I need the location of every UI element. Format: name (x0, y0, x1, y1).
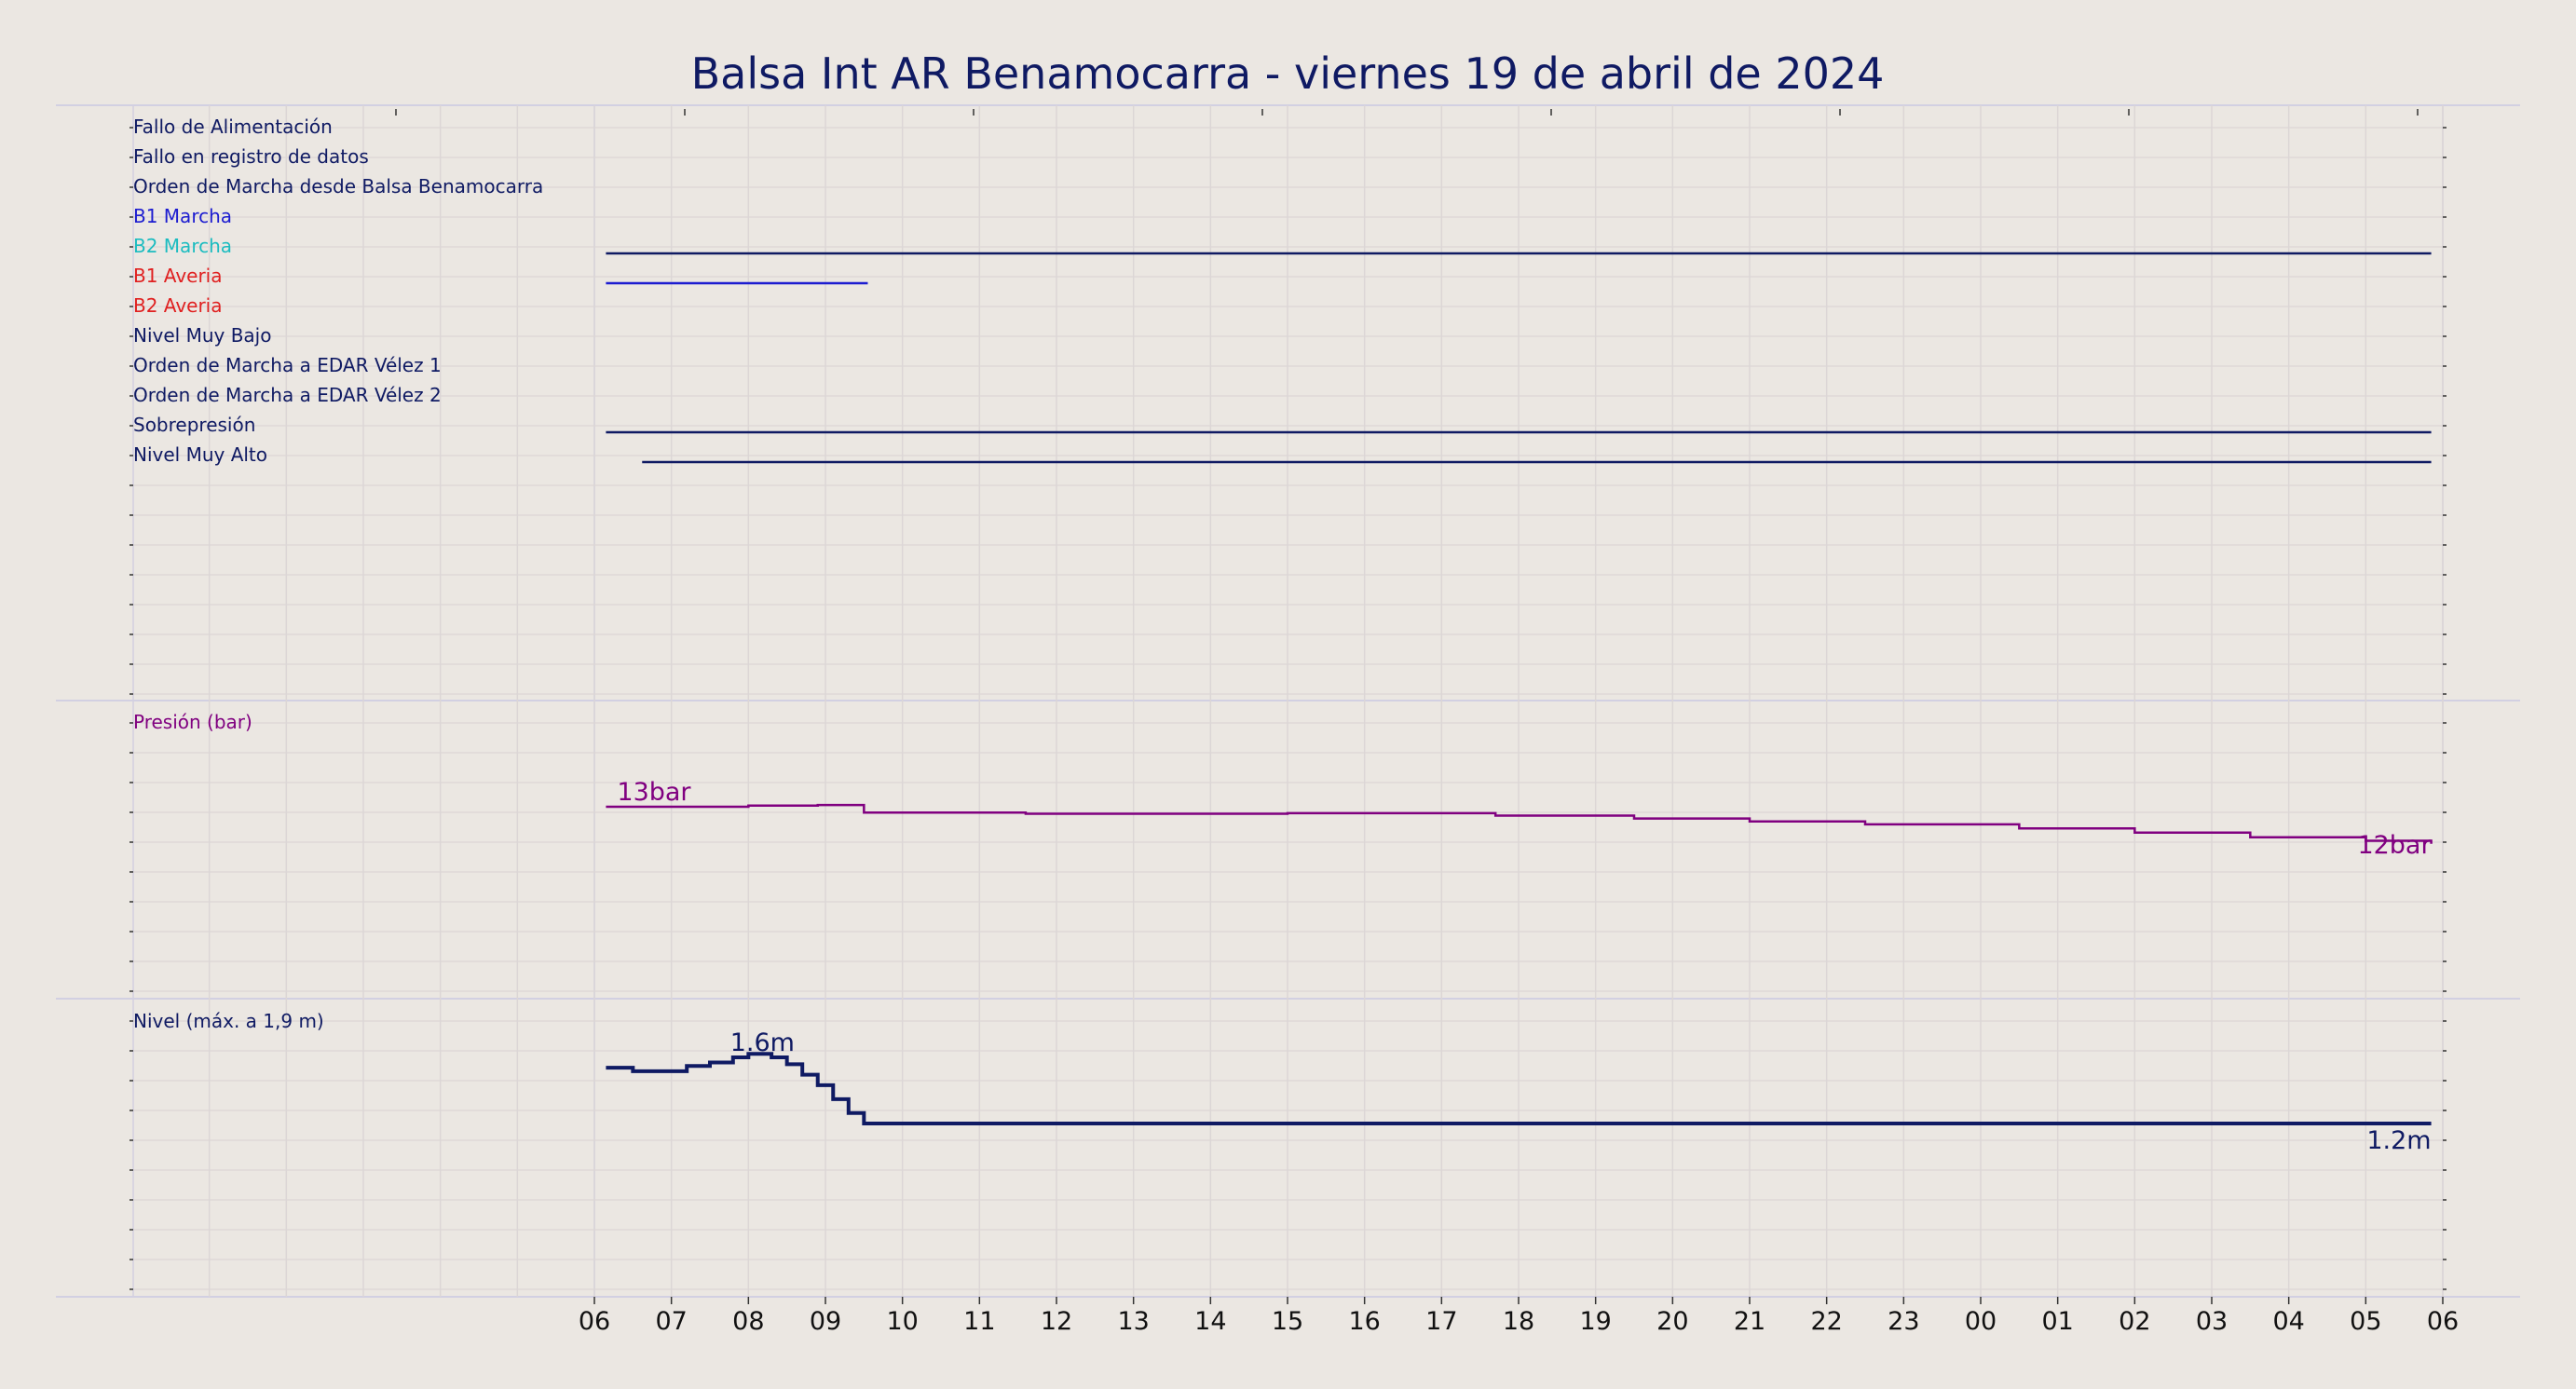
x-tick-label: 10 (886, 1307, 918, 1336)
x-tick-label: 11 (963, 1307, 995, 1336)
x-tick-label: 08 (732, 1307, 764, 1336)
signal-label: Orden de Marcha a EDAR Vélez 1 (133, 354, 442, 376)
digital-signals-panel: Fallo de Alimentación Fallo en registro d… (133, 116, 2432, 466)
x-tick-label: 13 (1117, 1307, 1149, 1336)
signal-label: B2 Averia (133, 294, 223, 317)
signal-label: Fallo en registro de datos (133, 145, 369, 168)
pressure-panel: Presión (bar) 13bar 12bar (133, 711, 2433, 860)
signal-label: Nivel Muy Bajo (133, 324, 271, 347)
x-tick-label: 04 (2272, 1307, 2304, 1336)
signal-label: Nivel Muy Alto (133, 443, 267, 466)
x-tick-label: 05 (2350, 1307, 2381, 1336)
x-tick-label: 01 (2041, 1307, 2073, 1336)
x-tick-label: 06 (579, 1307, 610, 1336)
x-tick-label: 12 (1041, 1307, 1072, 1336)
x-tick-label: 07 (655, 1307, 687, 1336)
x-tick-label: 20 (1656, 1307, 1688, 1336)
signal-label: Orden de Marcha desde Balsa Benamocarra (133, 175, 543, 197)
x-tick-label: 21 (1734, 1307, 1765, 1336)
signal-label: B1 Averia (133, 265, 223, 287)
x-tick-label: 02 (2119, 1307, 2150, 1336)
grid-lines (129, 105, 2447, 1297)
signal-label: B1 Marcha (133, 205, 232, 227)
x-tick-label: 17 (1425, 1307, 1457, 1336)
level-peak-annotation: 1.6m (730, 1028, 795, 1057)
signal-label: Orden de Marcha a EDAR Vélez 2 (133, 384, 442, 406)
level-panel-label: Nivel (máx. a 1,9 m) (133, 1010, 324, 1032)
pressure-end-annotation: 12bar (2357, 831, 2432, 860)
signal-label: Fallo de Alimentación (133, 116, 333, 138)
x-tick-label: 22 (1810, 1307, 1842, 1336)
x-tick-label: 18 (1503, 1307, 1534, 1336)
x-tick-label: 15 (1272, 1307, 1303, 1336)
x-tick-label: 19 (1579, 1307, 1611, 1336)
x-tick-label: 09 (810, 1307, 841, 1336)
level-end-annotation: 1.2m (2366, 1126, 2431, 1155)
x-tick-label: 16 (1348, 1307, 1380, 1336)
x-tick-label: 14 (1194, 1307, 1226, 1336)
x-tick-label: 06 (2427, 1307, 2459, 1336)
level-series-line (606, 1052, 2432, 1125)
x-tick-label: 03 (2196, 1307, 2228, 1336)
pressure-start-annotation: 13bar (617, 778, 691, 807)
x-tick-label: 00 (1965, 1307, 1997, 1336)
signal-label: Sobrepresión (133, 414, 255, 436)
pressure-panel-label: Presión (bar) (133, 711, 252, 733)
signal-label: B2 Marcha (133, 235, 232, 257)
level-panel: Nivel (máx. a 1,9 m) 1.6m 1.2m (133, 1010, 2432, 1155)
x-tick-label: 23 (1888, 1307, 1919, 1336)
x-axis: 06 07 08 09 10 11 12 13 14 15 16 17 18 19 20 21 22 23 00 01… (579, 1297, 2459, 1336)
chart-title: Balsa Int AR Benamocarra - viernes 19 de… (691, 48, 1885, 99)
pressure-series-line (606, 803, 2433, 844)
